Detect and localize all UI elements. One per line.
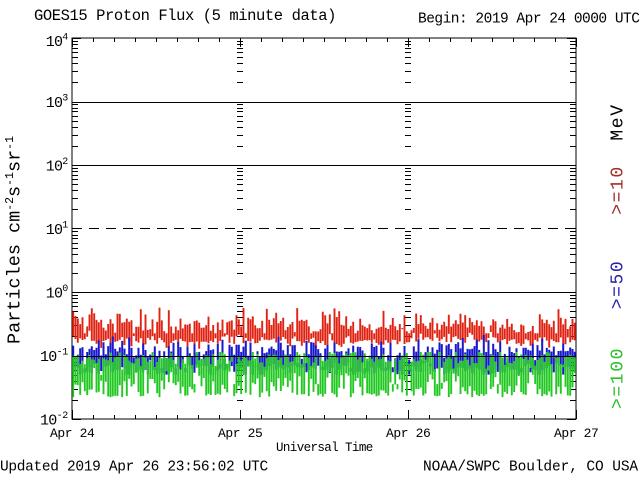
svg-text:Apr 27: Apr 27 [554, 426, 598, 441]
svg-text:Updated 2019 Apr 26 23:56:02 U: Updated 2019 Apr 26 23:56:02 UTC [0, 460, 269, 476]
svg-text:Particles cm-2s-1sr-1: Particles cm-2s-1sr-1 [4, 136, 26, 344]
svg-text:Apr 25: Apr 25 [218, 426, 262, 441]
svg-text:GOES15 Proton Flux (5 minute d: GOES15 Proton Flux (5 minute data) [34, 7, 336, 25]
svg-text:Begin: 2019 Apr 24 0000 UTC: Begin: 2019 Apr 24 0000 UTC [418, 12, 640, 28]
svg-text:MeV: MeV [609, 103, 629, 140]
svg-text:Apr 26: Apr 26 [386, 426, 430, 441]
svg-text:Apr 24: Apr 24 [50, 426, 95, 441]
svg-text:Universal Time: Universal Time [276, 441, 373, 455]
svg-text:>=50: >=50 [609, 260, 629, 310]
svg-text:>=10: >=10 [609, 165, 629, 215]
svg-text:NOAA/SWPC Boulder, CO USA: NOAA/SWPC Boulder, CO USA [423, 460, 638, 476]
svg-text:>=100: >=100 [609, 347, 629, 409]
